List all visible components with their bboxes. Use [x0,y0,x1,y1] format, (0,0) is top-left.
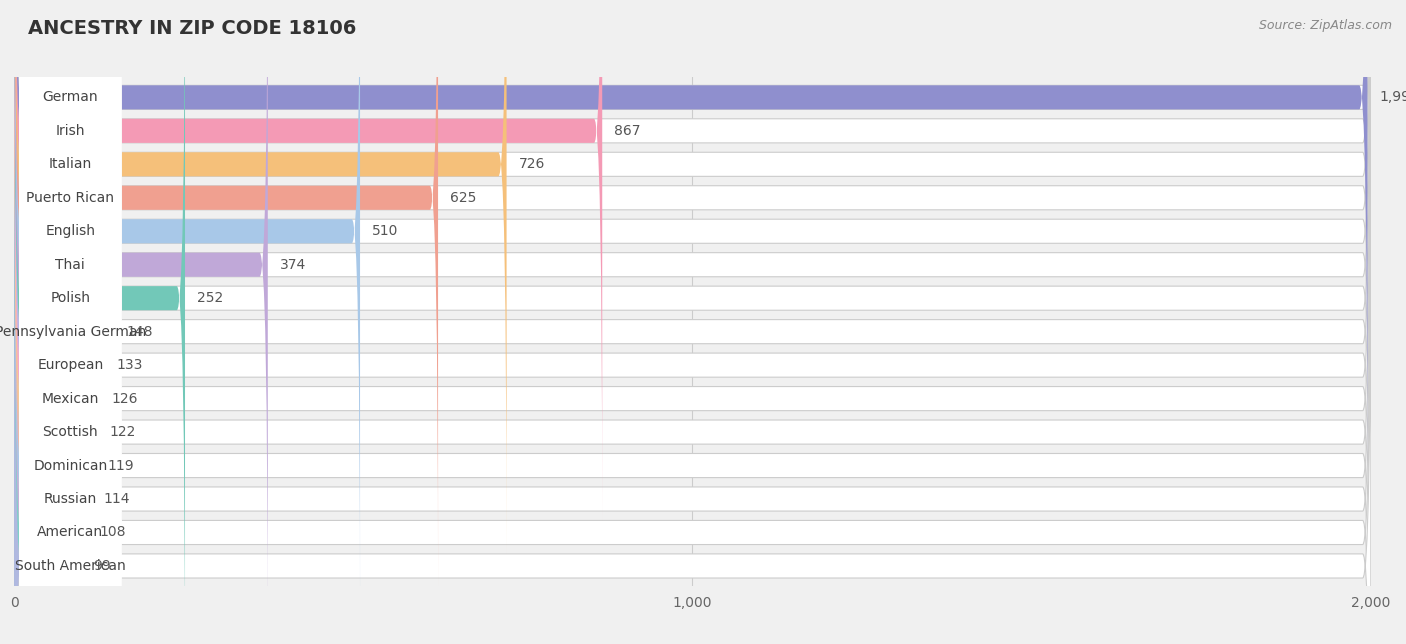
FancyBboxPatch shape [20,0,121,644]
Text: English: English [45,224,96,238]
FancyBboxPatch shape [20,0,121,644]
FancyBboxPatch shape [20,76,121,644]
Text: 99: 99 [93,559,111,573]
Text: 108: 108 [100,526,127,540]
FancyBboxPatch shape [20,0,121,554]
Text: European: European [37,358,104,372]
FancyBboxPatch shape [20,9,121,644]
Text: Italian: Italian [49,157,91,171]
FancyBboxPatch shape [20,0,121,644]
Text: 867: 867 [614,124,641,138]
Text: 252: 252 [197,291,224,305]
FancyBboxPatch shape [20,0,121,487]
FancyBboxPatch shape [14,0,114,644]
FancyBboxPatch shape [14,0,1371,644]
Text: Source: ZipAtlas.com: Source: ZipAtlas.com [1258,19,1392,32]
Text: 114: 114 [104,492,131,506]
FancyBboxPatch shape [14,0,1371,644]
Text: 625: 625 [450,191,477,205]
FancyBboxPatch shape [14,176,1371,644]
FancyBboxPatch shape [14,76,1371,644]
Text: 122: 122 [110,425,135,439]
FancyBboxPatch shape [14,0,1371,644]
FancyBboxPatch shape [20,143,121,644]
Text: 126: 126 [111,392,138,406]
Text: American: American [38,526,104,540]
FancyBboxPatch shape [14,0,1371,644]
Text: 133: 133 [117,358,143,372]
Text: ANCESTRY IN ZIP CODE 18106: ANCESTRY IN ZIP CODE 18106 [28,19,357,39]
FancyBboxPatch shape [14,109,91,644]
FancyBboxPatch shape [14,43,1371,644]
Text: Russian: Russian [44,492,97,506]
Text: Dominican: Dominican [34,459,107,473]
FancyBboxPatch shape [20,0,121,520]
Text: 119: 119 [107,459,134,473]
FancyBboxPatch shape [14,109,1371,644]
FancyBboxPatch shape [14,43,97,644]
Text: 1,995: 1,995 [1379,90,1406,104]
FancyBboxPatch shape [14,0,439,587]
Text: Polish: Polish [51,291,90,305]
FancyBboxPatch shape [20,0,121,587]
Text: Pennsylvania German: Pennsylvania German [0,325,146,339]
FancyBboxPatch shape [14,0,1371,621]
FancyBboxPatch shape [14,0,602,520]
FancyBboxPatch shape [14,0,360,621]
Text: 726: 726 [519,157,546,171]
FancyBboxPatch shape [14,143,1371,644]
FancyBboxPatch shape [14,76,94,644]
FancyBboxPatch shape [20,43,121,644]
Text: German: German [42,90,98,104]
FancyBboxPatch shape [14,0,267,644]
FancyBboxPatch shape [14,143,87,644]
Text: 148: 148 [127,325,153,339]
FancyBboxPatch shape [14,0,1371,487]
Text: Mexican: Mexican [42,392,98,406]
FancyBboxPatch shape [14,0,1371,587]
FancyBboxPatch shape [14,0,1371,554]
FancyBboxPatch shape [20,176,121,644]
FancyBboxPatch shape [14,176,82,644]
FancyBboxPatch shape [14,0,1371,520]
FancyBboxPatch shape [20,0,121,644]
FancyBboxPatch shape [14,0,186,644]
Text: 510: 510 [373,224,399,238]
FancyBboxPatch shape [14,0,104,644]
FancyBboxPatch shape [14,9,100,644]
FancyBboxPatch shape [20,0,121,621]
Text: Thai: Thai [55,258,86,272]
Text: Puerto Rican: Puerto Rican [27,191,114,205]
FancyBboxPatch shape [14,0,506,554]
Text: Irish: Irish [56,124,86,138]
FancyBboxPatch shape [20,109,121,644]
FancyBboxPatch shape [14,0,1368,487]
FancyBboxPatch shape [14,9,1371,644]
Text: 374: 374 [280,258,307,272]
Text: South American: South American [15,559,125,573]
Text: Scottish: Scottish [42,425,98,439]
